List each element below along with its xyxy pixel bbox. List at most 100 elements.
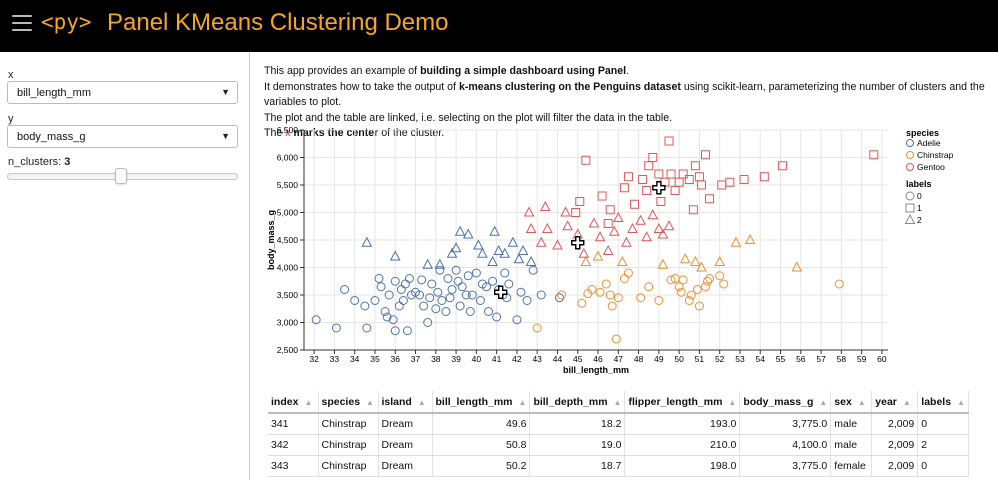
column-header-flipper-length-mm[interactable]: flipper_length_mm ▲ bbox=[624, 391, 741, 414]
column-header-label: island bbox=[381, 395, 412, 408]
legend-species-item: Adelie bbox=[917, 138, 941, 148]
data-point bbox=[715, 271, 725, 281]
sort-arrow-icon[interactable]: ▲ bbox=[819, 397, 828, 407]
data-point bbox=[539, 200, 551, 211]
x-tick-label: 57 bbox=[816, 354, 826, 364]
y-axis-label: body_mass_g bbox=[266, 210, 276, 270]
sort-arrow-icon[interactable]: ▲ bbox=[518, 397, 527, 407]
table-cell-species: Chinstrap bbox=[318, 455, 379, 477]
table-row[interactable]: 343 Chinstrap Dream 50.2 18.7 198.0 3,775.0 fem… bbox=[268, 455, 969, 477]
table-row[interactable]: 342 Chinstrap Dream 50.8 19.0 210.0 4,100.0 mal… bbox=[268, 434, 969, 456]
data-point bbox=[690, 255, 701, 266]
data-point bbox=[362, 323, 372, 333]
data-point bbox=[462, 228, 474, 239]
cluster-center-marker bbox=[652, 181, 666, 195]
column-header-species[interactable]: species ▲ bbox=[318, 391, 379, 414]
data-point bbox=[380, 307, 390, 316]
sort-arrow-icon[interactable]: ▲ bbox=[304, 397, 313, 407]
data-point bbox=[374, 274, 384, 283]
x-tick-label: 56 bbox=[796, 354, 806, 364]
column-header-sex[interactable]: sex ▲ bbox=[830, 391, 873, 414]
data-point bbox=[542, 222, 553, 233]
data-point bbox=[647, 209, 659, 220]
n-clusters-slider-handle[interactable] bbox=[115, 168, 127, 184]
table-cell-body-mass-g: 4,100.0 bbox=[739, 434, 832, 456]
column-header-label: flipper_length_mm bbox=[628, 395, 723, 408]
data-point bbox=[415, 290, 425, 300]
data-point bbox=[477, 247, 488, 258]
x-tick-label: 59 bbox=[857, 354, 867, 364]
data-point bbox=[611, 334, 621, 344]
data-point bbox=[555, 293, 564, 303]
x-select[interactable]: bill_length_mm ▼ bbox=[7, 81, 238, 104]
y-tick-label: 3,500 bbox=[277, 290, 299, 300]
table-cell-island: Dream bbox=[378, 455, 433, 477]
data-point bbox=[517, 244, 529, 255]
data-point bbox=[431, 304, 441, 314]
sort-arrow-icon[interactable]: ▲ bbox=[366, 397, 374, 407]
data-point bbox=[705, 274, 715, 283]
scatter-plot[interactable]: 32 33 34 35 36 37 38 39 40 41 42 43 44 45 46 47 48 49 50 51… bbox=[262, 118, 998, 380]
data-point bbox=[419, 301, 429, 311]
column-header-island[interactable]: island ▲ bbox=[378, 391, 433, 414]
column-header-label: sex bbox=[834, 395, 852, 408]
data-point bbox=[679, 253, 691, 264]
sort-arrow-icon[interactable]: ▲ bbox=[613, 397, 622, 407]
column-header-year[interactable]: year ▲ bbox=[871, 391, 919, 414]
data-point bbox=[603, 219, 613, 228]
data-point bbox=[657, 258, 669, 269]
column-header-bill-depth-mm[interactable]: bill_depth_mm ▲ bbox=[529, 391, 626, 414]
data-point bbox=[641, 231, 653, 242]
data-point bbox=[678, 275, 688, 285]
hamburger-menu-icon[interactable] bbox=[12, 15, 32, 33]
x-tick-label: 54 bbox=[756, 354, 766, 364]
data-point bbox=[454, 225, 466, 236]
table-cell-year: 2,009 bbox=[871, 434, 919, 456]
data-point bbox=[630, 199, 640, 209]
data-point bbox=[390, 326, 400, 336]
column-header-labels[interactable]: labels ▲ bbox=[917, 391, 969, 414]
x-tick-label: 34 bbox=[350, 354, 360, 364]
x-tick-label: 52 bbox=[715, 354, 725, 364]
data-point bbox=[390, 276, 400, 286]
table-row[interactable]: 341 Chinstrap Dream 49.6 18.2 193.0 3,775.0 mal… bbox=[268, 413, 969, 435]
data-point bbox=[778, 161, 788, 171]
data-point bbox=[834, 279, 844, 289]
data-point bbox=[581, 155, 591, 165]
data-point bbox=[719, 279, 729, 289]
data-point bbox=[396, 285, 406, 294]
data-point bbox=[635, 214, 646, 225]
table-cell-sex: female bbox=[830, 455, 873, 477]
sort-arrow-icon[interactable]: ▲ bbox=[417, 397, 426, 407]
data-point bbox=[653, 222, 665, 233]
x-tick-label: 49 bbox=[654, 354, 664, 364]
data-point bbox=[361, 236, 373, 247]
data-point bbox=[507, 236, 519, 247]
column-header-index[interactable]: index ▲ bbox=[268, 391, 319, 414]
data-point bbox=[499, 247, 511, 258]
dropdown-arrow-icon: ▼ bbox=[221, 131, 230, 141]
x-tick-label: 46 bbox=[593, 354, 603, 364]
sort-arrow-icon[interactable]: ▲ bbox=[902, 397, 911, 407]
y-select[interactable]: body_mass_g ▼ bbox=[7, 125, 238, 148]
data-point bbox=[471, 268, 481, 278]
page-title: Panel KMeans Clustering Demo bbox=[107, 9, 449, 36]
data-point bbox=[654, 169, 664, 179]
cluster-center-marker bbox=[571, 236, 585, 250]
data-point bbox=[688, 205, 698, 215]
sort-arrow-icon[interactable]: ▲ bbox=[857, 397, 866, 407]
data-point bbox=[730, 236, 742, 247]
column-header-body-mass-g[interactable]: body_mass_g ▲ bbox=[739, 391, 832, 414]
column-header-bill-length-mm[interactable]: bill_length_mm ▲ bbox=[432, 391, 531, 414]
table-cell-index: 343 bbox=[268, 455, 319, 477]
data-point bbox=[678, 169, 688, 179]
data-point bbox=[656, 197, 666, 206]
sort-arrow-icon[interactable]: ▲ bbox=[728, 397, 737, 407]
data-point bbox=[425, 293, 435, 303]
table-cell-index: 341 bbox=[268, 413, 319, 435]
data-point bbox=[465, 307, 475, 316]
x-tick-label: 37 bbox=[411, 354, 421, 364]
data-point bbox=[513, 253, 525, 264]
data-point bbox=[388, 315, 398, 325]
sort-arrow-icon[interactable]: ▲ bbox=[957, 397, 965, 407]
